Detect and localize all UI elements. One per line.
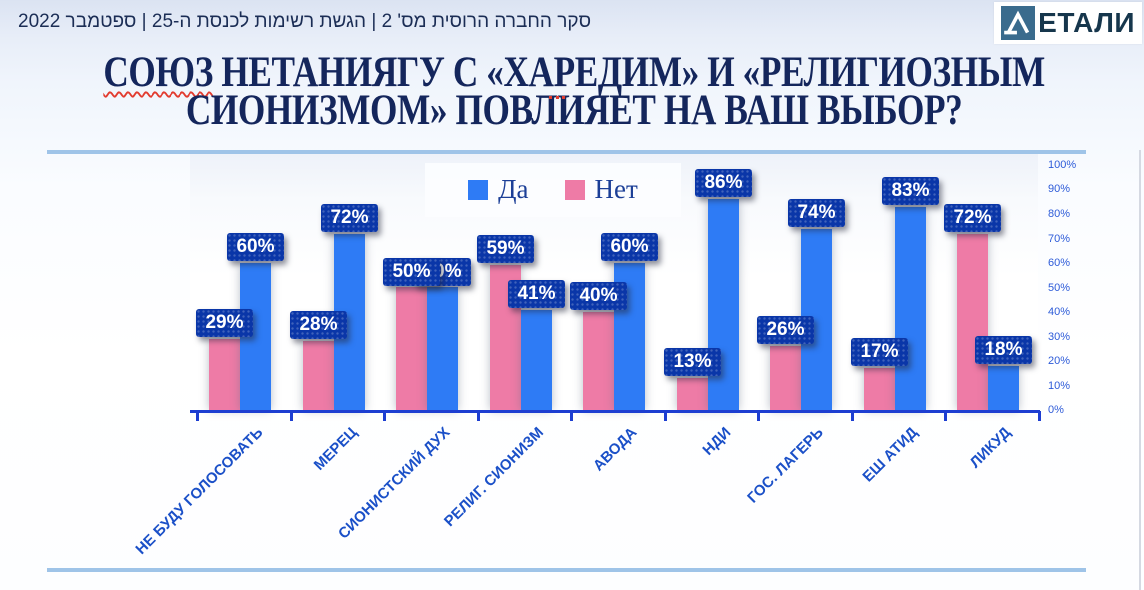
legend-item-no: Нет	[564, 173, 638, 205]
y-axis-tick-label: 70%	[1048, 233, 1071, 245]
x-axis-line	[190, 410, 1040, 413]
value-label-no: 50%	[383, 258, 440, 286]
legend-swatch-yes	[468, 180, 489, 200]
bar-no	[396, 287, 427, 410]
value-label-yes: 72%	[321, 204, 378, 232]
y-axis-tick-label: 50%	[1048, 282, 1071, 294]
top-divider	[47, 150, 1086, 154]
category-label: ГОС. ЛАГЕРЬ	[744, 424, 828, 507]
x-axis-tick	[1038, 411, 1041, 421]
value-label-no: 72%	[944, 204, 1001, 232]
y-axis-tick-label: 80%	[1048, 208, 1071, 220]
x-axis-tick	[383, 411, 386, 421]
y-axis-tick-label: 100%	[1048, 159, 1077, 171]
value-label-yes: 86%	[695, 169, 752, 197]
x-axis-tick	[757, 411, 760, 421]
value-label-yes: 60%	[601, 233, 658, 261]
legend-swatch-no	[564, 180, 585, 200]
bar-yes	[708, 199, 739, 410]
spellcheck-mark	[549, 92, 565, 99]
bottom-divider	[47, 568, 1086, 572]
value-label-no: 13%	[664, 348, 721, 376]
bar-no	[209, 339, 240, 410]
bar-yes	[895, 207, 926, 410]
value-label-no: 29%	[196, 309, 253, 337]
x-axis-tick	[290, 411, 293, 421]
logo-text: ЕТАЛИ	[1038, 7, 1135, 38]
category-label: МЕРЕЦ	[310, 424, 361, 474]
category-label: ЕШ АТИД	[859, 424, 922, 486]
bar-no	[770, 346, 801, 410]
x-axis-tick	[664, 411, 667, 421]
legend-item-yes: Да	[468, 173, 529, 205]
value-label-no: 40%	[570, 282, 627, 310]
legend-label-yes: Да	[498, 173, 529, 204]
logo-delta-icon	[1001, 6, 1036, 40]
y-axis-tick-label: 40%	[1048, 306, 1071, 318]
x-axis-tick	[196, 411, 199, 421]
detali-logo: ЕТАЛИ	[994, 2, 1142, 44]
bar-yes	[427, 287, 458, 410]
category-label: ЛИКУД	[966, 424, 1015, 472]
category-label: НДИ	[699, 424, 735, 459]
category-label: НЕ БУДУ ГОЛОСОВАТЬ	[132, 424, 267, 558]
title-word-misspell: СОЮЗ	[103, 49, 213, 96]
y-axis-tick-label: 90%	[1048, 183, 1071, 195]
value-label-yes: 41%	[508, 280, 565, 308]
value-label-yes: 60%	[227, 233, 284, 261]
category-label: АВОДА	[589, 424, 641, 475]
survey-subtitle: סקר החברה הרוסית מס' 2 | הגשת רשימות לכנ…	[18, 11, 592, 32]
category-label: РЕЛИГ. СИОНИЗМ	[440, 424, 548, 531]
bar-no	[864, 368, 895, 410]
value-label-yes: 74%	[788, 199, 845, 227]
legend-label-no: Нет	[594, 173, 638, 204]
value-label-yes: 18%	[975, 336, 1032, 364]
bar-yes	[521, 310, 552, 410]
title-line1: НЕТАНИЯГУ С «ХАРЕДИМ» И «РЕЛИГИОЗНЫМ	[221, 49, 1045, 96]
x-axis-tick	[944, 411, 947, 421]
legend: Да Нет	[425, 163, 681, 217]
value-label-no: 17%	[851, 338, 908, 366]
value-label-yes: 83%	[882, 177, 939, 205]
x-axis-tick	[570, 411, 573, 421]
bar-yes	[988, 366, 1019, 410]
chart-title: СОЮЗ НЕТАНИЯГУ С «ХАРЕДИМ» И «РЕЛИГИОЗНЫ…	[0, 51, 1144, 132]
value-label-no: 28%	[290, 311, 347, 339]
bar-no	[303, 341, 334, 410]
bar-no	[677, 378, 708, 410]
x-axis-tick	[851, 411, 854, 421]
bar-no	[583, 312, 614, 410]
right-border-line	[1139, 150, 1141, 590]
y-axis-tick-label: 60%	[1048, 257, 1071, 269]
value-label-no: 26%	[757, 316, 814, 344]
value-label-no: 59%	[477, 235, 534, 263]
x-axis-tick	[477, 411, 480, 421]
y-axis-tick-label: 10%	[1048, 380, 1071, 392]
y-axis-tick-label: 0%	[1048, 404, 1064, 416]
title-line2: СИОНИЗМОМ» ПОВЛИЯЕТ НА ВАШ ВЫБОР?	[185, 87, 963, 134]
y-axis-tick-label: 30%	[1048, 331, 1071, 343]
bar-no	[957, 234, 988, 410]
y-axis-tick-label: 20%	[1048, 355, 1071, 367]
